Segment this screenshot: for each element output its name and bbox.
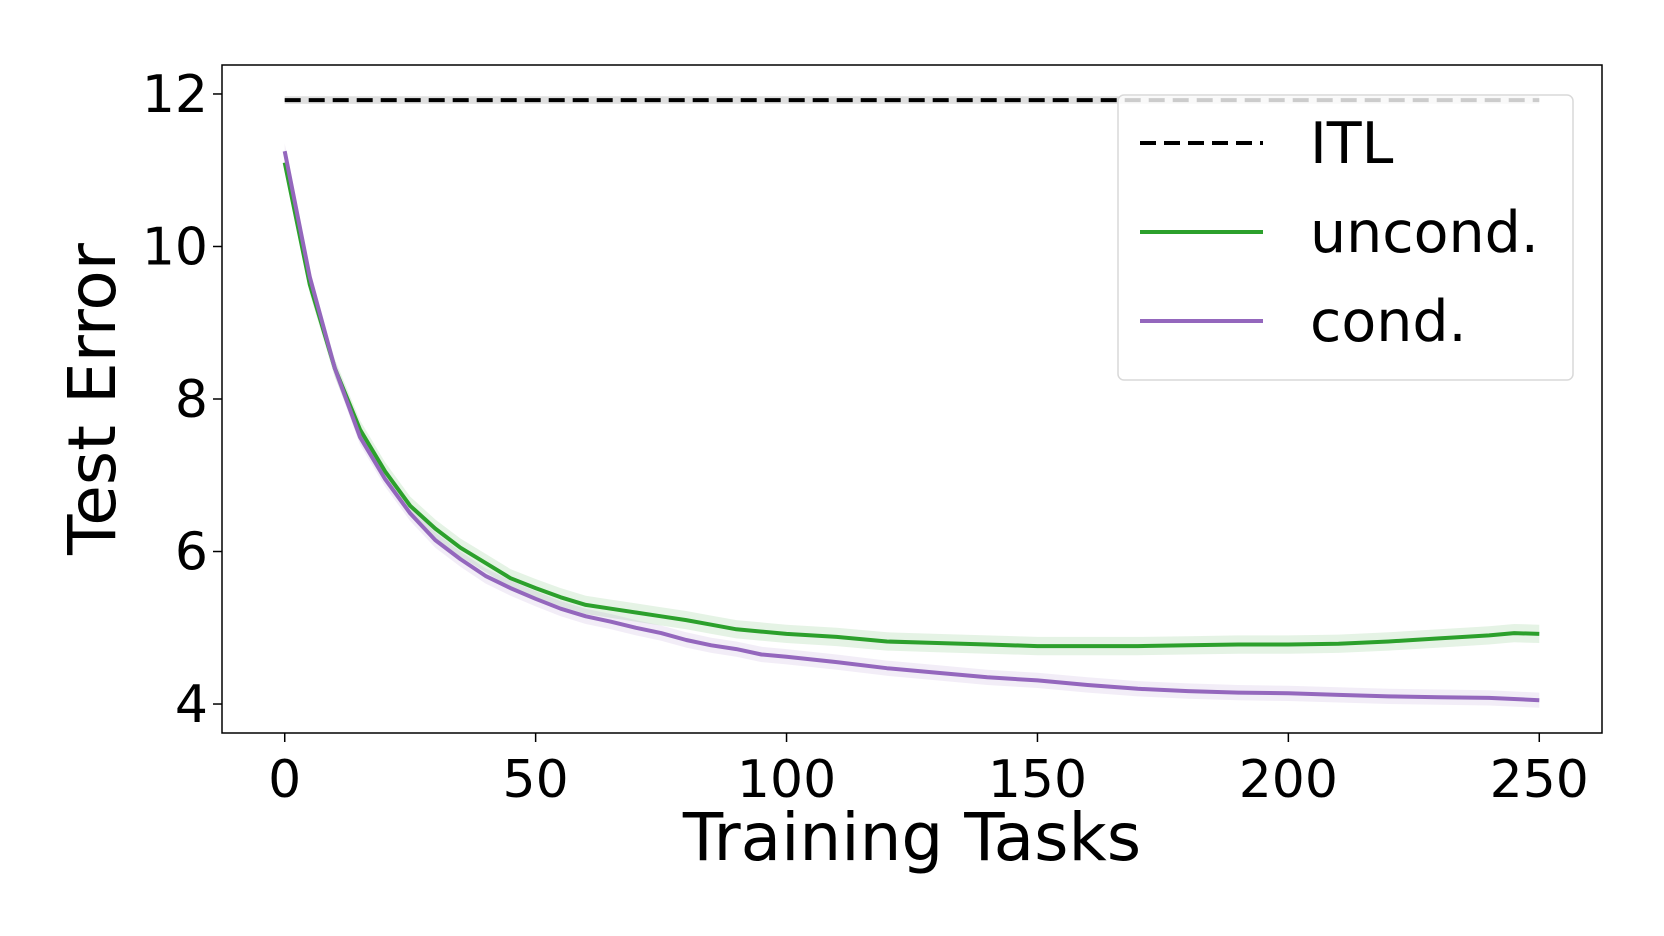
x-tick-label: 50	[503, 750, 569, 810]
series-line-uncond	[282, 162, 1540, 649]
y-tick-label: 8	[175, 370, 208, 430]
y-axis-label: Test Error	[54, 242, 131, 556]
x-tick-label: 0	[268, 750, 301, 810]
x-tick-label: 150	[988, 750, 1087, 810]
x-tick-label: 200	[1239, 750, 1338, 810]
series-line-cond	[282, 150, 1540, 703]
legend-label-cond: cond.	[1310, 289, 1467, 355]
x-axis-ticks: 0 50 100 150 200 250	[268, 733, 1589, 810]
y-axis-ticks: 4 6 8 10 12	[142, 65, 222, 735]
x-axis-label: Training Tasks	[682, 799, 1141, 876]
y-tick-label: 10	[142, 217, 208, 277]
y-tick-label: 4	[175, 675, 208, 735]
legend-label-uncond: uncond.	[1310, 200, 1539, 266]
y-tick-label: 6	[175, 523, 208, 583]
y-tick-label: 12	[142, 65, 208, 125]
legend-label-itl: ITL	[1310, 111, 1394, 177]
legend-box	[1117, 94, 1574, 381]
x-tick-label: 250	[1490, 750, 1589, 810]
legend: ITL uncond. cond.	[1117, 94, 1574, 381]
x-tick-label: 100	[737, 750, 836, 810]
